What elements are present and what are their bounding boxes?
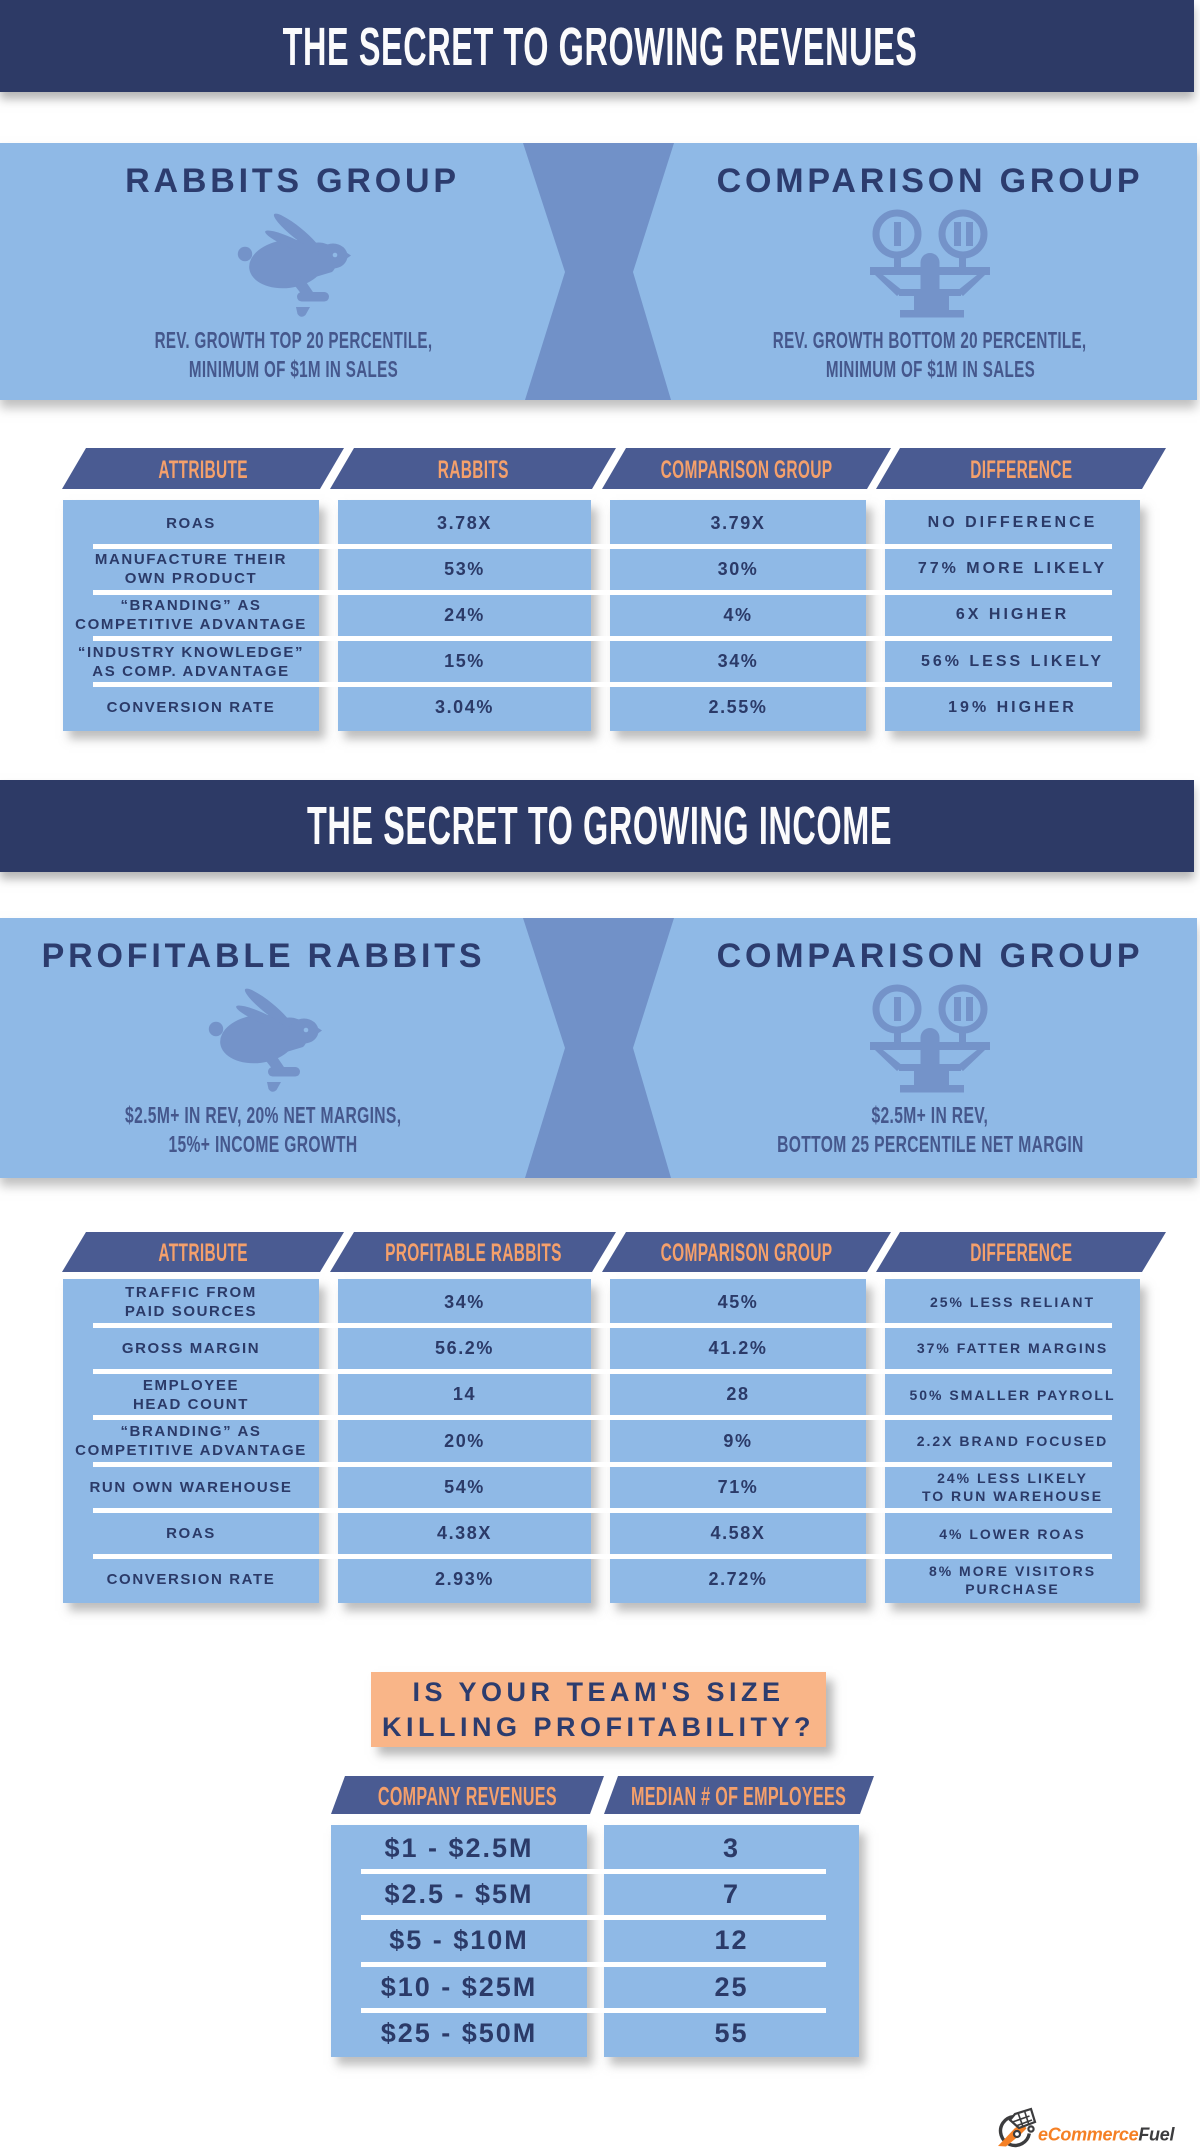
svg-text:eCommerceFuel: eCommerceFuel [1038, 2125, 1175, 2145]
